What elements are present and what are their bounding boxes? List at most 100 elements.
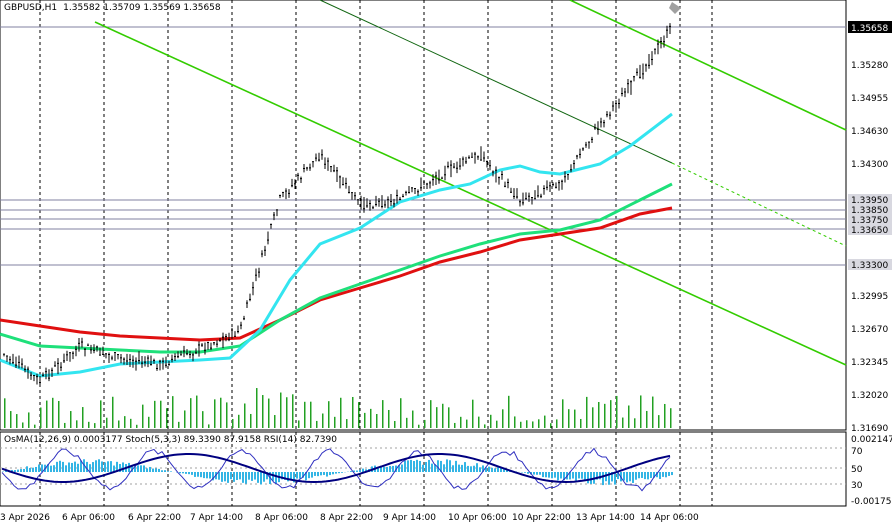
volume-bar — [646, 410, 648, 428]
volume-bar — [550, 423, 552, 428]
time-tick: 14 Apr 06:00 — [640, 513, 699, 523]
volume-bar — [562, 399, 564, 428]
osma-bar — [155, 468, 157, 472]
osma-bar — [647, 472, 649, 480]
chart-shift-marker[interactable] — [669, 2, 681, 14]
osma-bar — [332, 472, 334, 475]
osma-bar — [476, 463, 478, 472]
osma-bar — [314, 472, 316, 476]
price-tick: 1.34630 — [851, 127, 888, 137]
osma-bar — [419, 460, 421, 472]
osma-bar — [575, 472, 577, 481]
price-tick: 1.35280 — [851, 61, 888, 71]
osma-bar — [359, 469, 361, 472]
osma-bar — [62, 461, 64, 472]
osma-bar — [572, 472, 574, 479]
osma-bar — [53, 465, 55, 472]
volume-bar — [628, 405, 630, 428]
osma-bar — [110, 461, 112, 472]
volume-bar — [304, 401, 306, 428]
osma-bar — [26, 466, 28, 472]
osma-bar — [596, 472, 598, 480]
volume-bar — [448, 407, 450, 428]
stochastic-line — [1, 447, 671, 492]
volume-bar — [526, 420, 528, 428]
volume-bar — [154, 400, 156, 428]
osma-bar — [119, 463, 121, 472]
volume-bar — [394, 420, 396, 428]
osma-bar — [446, 459, 448, 472]
volume-bar — [442, 403, 444, 428]
osma-bar — [272, 472, 274, 481]
osma-bar — [503, 469, 505, 472]
volume-bar — [424, 419, 426, 428]
osma-bar — [485, 467, 487, 472]
osma-bar — [14, 470, 16, 472]
time-tick: 6 Apr 06:00 — [62, 513, 115, 523]
osma-bar — [296, 472, 298, 479]
volume-bar — [250, 413, 252, 428]
volume-bar — [238, 414, 240, 428]
osma-bar — [626, 472, 628, 483]
osma-bar — [92, 462, 94, 472]
osma-bar — [638, 472, 640, 479]
current-price-label: 1.35658 — [851, 24, 888, 34]
osma-bar — [89, 464, 91, 472]
osma-bar — [239, 472, 241, 480]
volume-bar — [166, 408, 168, 428]
volume-bar — [64, 422, 66, 428]
osma-bar — [290, 472, 292, 480]
osma-bar — [329, 472, 331, 476]
osma-bar — [464, 462, 466, 472]
time-tick: 7 Apr 14:00 — [190, 513, 243, 523]
volume-bar — [652, 396, 654, 428]
level-labels: 1.33950 1.33850 1.33750 1.33650 1.33300 — [848, 194, 892, 271]
volume-bar — [202, 411, 204, 428]
osma-bar — [536, 472, 538, 475]
osma-bar — [590, 472, 592, 484]
volume-bar — [274, 415, 276, 428]
osma-bar — [377, 467, 379, 472]
volume-bar — [328, 401, 330, 428]
volume-bar — [370, 408, 372, 428]
osma-bar — [458, 464, 460, 472]
volume-bar — [436, 407, 438, 428]
osma-bar — [428, 459, 430, 472]
osma-bar — [653, 472, 655, 478]
chart-header: GBPUSD,H1 1.35582 1.35709 1.35569 1.35658 — [4, 3, 221, 13]
volume-bar — [466, 419, 468, 428]
osma-bar — [77, 463, 79, 472]
volume-bar — [334, 416, 336, 428]
osma-bar — [557, 472, 559, 481]
rsi-line — [1, 453, 671, 484]
osma-bar — [341, 472, 343, 473]
osma-bar — [71, 462, 73, 472]
osma-bar — [284, 472, 286, 480]
osma-bar — [398, 465, 400, 472]
volume-bar — [460, 416, 462, 428]
osma-bar — [380, 465, 382, 472]
osma-bar — [614, 472, 616, 485]
osma-bar — [584, 472, 586, 482]
osma-bar — [236, 472, 238, 480]
price-tick: 1.32995 — [851, 292, 888, 302]
osma-bar — [281, 472, 283, 480]
volume-bar — [580, 418, 582, 428]
osma-histogram — [2, 459, 673, 486]
time-tick: 10 Apr 22:00 — [512, 513, 571, 523]
osma-bar — [47, 464, 49, 472]
mid-trendline — [319, 0, 673, 164]
time-tick: 8 Apr 22:00 — [320, 513, 373, 523]
osma-bar — [170, 471, 172, 472]
osma-bar — [611, 472, 613, 482]
volume-bar — [28, 412, 30, 428]
trendlines — [94, 0, 847, 366]
osma-bar — [233, 472, 235, 482]
osma-bar — [23, 468, 25, 472]
osma-bar — [659, 472, 661, 479]
horizontal-levels — [0, 26, 846, 266]
osma-bar — [179, 472, 181, 474]
osma-bar — [50, 465, 52, 472]
osma-bar — [488, 466, 490, 472]
